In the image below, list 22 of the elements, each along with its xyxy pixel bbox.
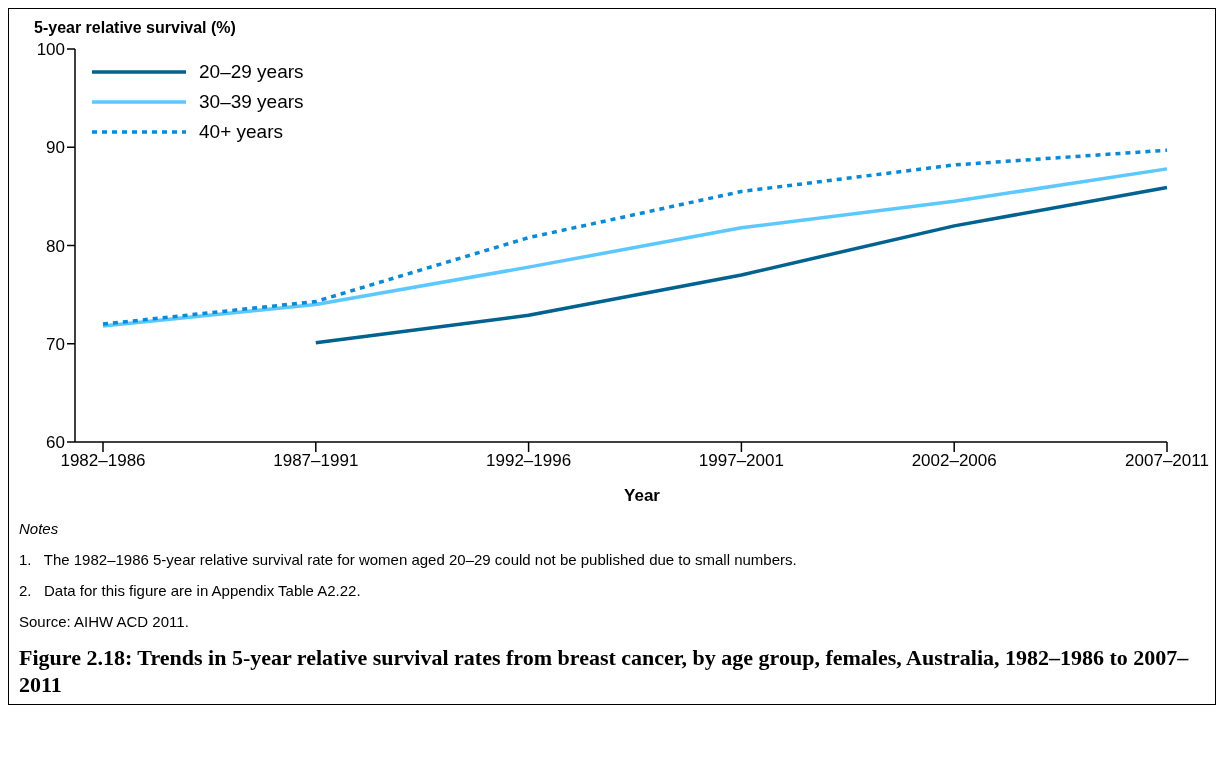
x-axis-title: Year xyxy=(623,486,661,506)
x-tick-label: 2002–2006 xyxy=(911,451,997,471)
x-tick-label: 1982–1986 xyxy=(60,451,146,471)
y-tick-label: 60 xyxy=(46,433,65,453)
y-tick-label: 90 xyxy=(46,138,65,158)
y-axis-title: 5-year relative survival (%) xyxy=(33,18,237,37)
source-note: Source: AIHW ACD 2011. xyxy=(19,613,190,630)
text: 2. Data for this figure are in Appendix Table A2.22. xyxy=(19,582,362,599)
x-tick-label: 1997–2001 xyxy=(698,451,784,471)
legend-label: 30–39 years xyxy=(199,90,304,114)
text: Figure 2.18: Trends in 5-year relative survival rates from breast cancer, by age group, females, Australia, 1982–1986 to 2007–2011 xyxy=(18,644,1190,699)
legend-label: 40+ years xyxy=(199,120,283,144)
y-tick-label: 70 xyxy=(46,334,65,354)
y-tick-label: 100 xyxy=(36,40,65,60)
line-series xyxy=(314,185,1169,345)
x-tick-label: 2007–2011 xyxy=(1125,451,1209,471)
x-tick-label: 1987–1991 xyxy=(273,451,359,471)
y-tick-label: 80 xyxy=(46,236,65,256)
x-tick-label: 1992–1996 xyxy=(486,451,572,471)
legend-label: 20–29 years xyxy=(199,60,304,84)
text: Notes xyxy=(19,520,60,537)
text: 1. The 1982–1986 5-year relative survival rate for women aged 20–29 could not be published due to small numbers. xyxy=(19,551,798,568)
